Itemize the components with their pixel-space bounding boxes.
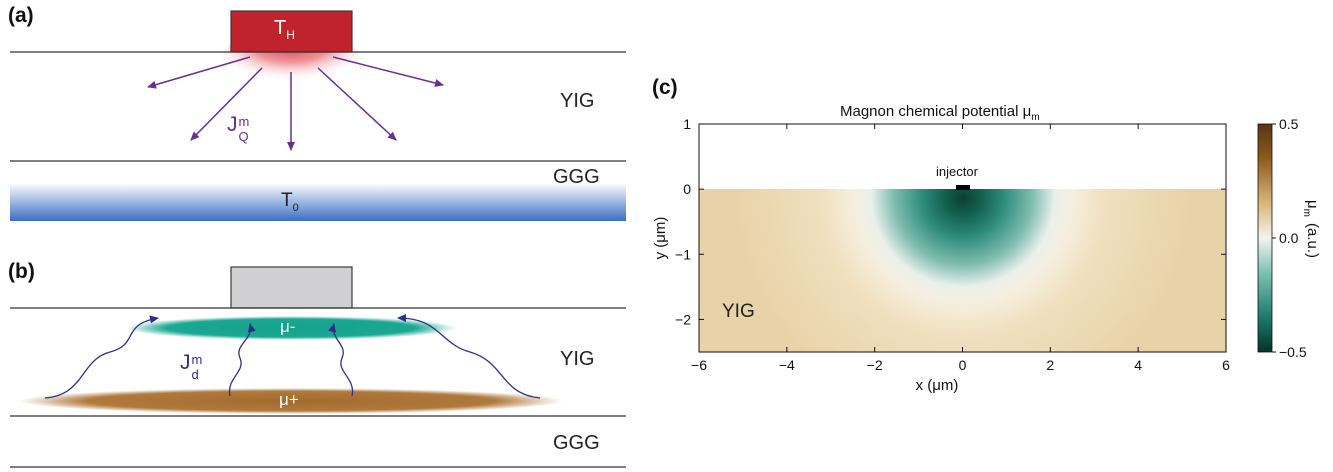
ggg-label-b: GGG: [553, 432, 600, 454]
injector-label: injector: [936, 164, 979, 179]
heater-label: TH: [274, 17, 295, 42]
colorbar-label: μm(a.u.): [1301, 200, 1321, 258]
colorbar-tick-label: 0.0: [1279, 230, 1299, 246]
mu-minus-label: μ-: [280, 317, 296, 336]
mu-minus-region: [126, 316, 456, 340]
y-ticks: 1 0 −1 −2: [675, 116, 1226, 327]
mu-plus-label: μ+: [279, 390, 299, 409]
x-ticks: −6 −4 −2 0 2 4 6: [691, 124, 1230, 373]
heater-block: [230, 10, 353, 53]
x-tick-label: −4: [779, 357, 795, 373]
x-axis-label: x (μm): [916, 377, 959, 394]
y-tick-label: 0: [683, 181, 691, 197]
mu-plus-region: [19, 388, 563, 414]
injector-marker: [956, 185, 970, 190]
yig-label-b: YIG: [560, 348, 595, 370]
colorbar-tick-label: −0.5: [1279, 344, 1307, 360]
x-tick-label: 2: [1046, 357, 1054, 373]
x-tick-label: −6: [691, 357, 707, 373]
y-axis-label: y (μm): [652, 217, 669, 260]
panel-c-label: (c): [652, 76, 678, 99]
ggg-label-a: GGG: [553, 166, 600, 188]
heatmap-field: [699, 189, 1226, 352]
y-tick-label: 1: [683, 116, 691, 132]
diffusion-arrows: [44, 314, 541, 399]
heat-flux-arrows: [147, 56, 444, 151]
chart-title: Magnon chemical potential μm: [840, 103, 1040, 123]
panel-b-label: (b): [8, 260, 35, 283]
colorbar: [1257, 123, 1273, 353]
schematic-panels: [10, 10, 626, 468]
colorbar-tick-label: 0.5: [1279, 116, 1299, 132]
y-tick-label: −2: [675, 311, 691, 327]
panel-a-label: (a): [8, 4, 34, 27]
yig-region-label: YIG: [722, 301, 755, 322]
heatmap-chart: −6 −4 −2 0 2 4 6 1 0 −1 −2 Magnon chemical potent…: [652, 103, 1321, 394]
y-tick-label: −1: [675, 246, 691, 262]
detector-contact: [230, 266, 353, 309]
substrate-temp-label: T0: [281, 190, 299, 214]
x-tick-label: −2: [867, 357, 883, 373]
substrate-band: [10, 183, 626, 221]
x-tick-label: 6: [1222, 357, 1230, 373]
x-tick-label: 0: [959, 357, 967, 373]
colorbar-ticks: 0.5 0.0 −0.5: [1272, 116, 1307, 360]
yig-label-a: YIG: [560, 90, 595, 112]
x-tick-label: 4: [1134, 357, 1142, 373]
